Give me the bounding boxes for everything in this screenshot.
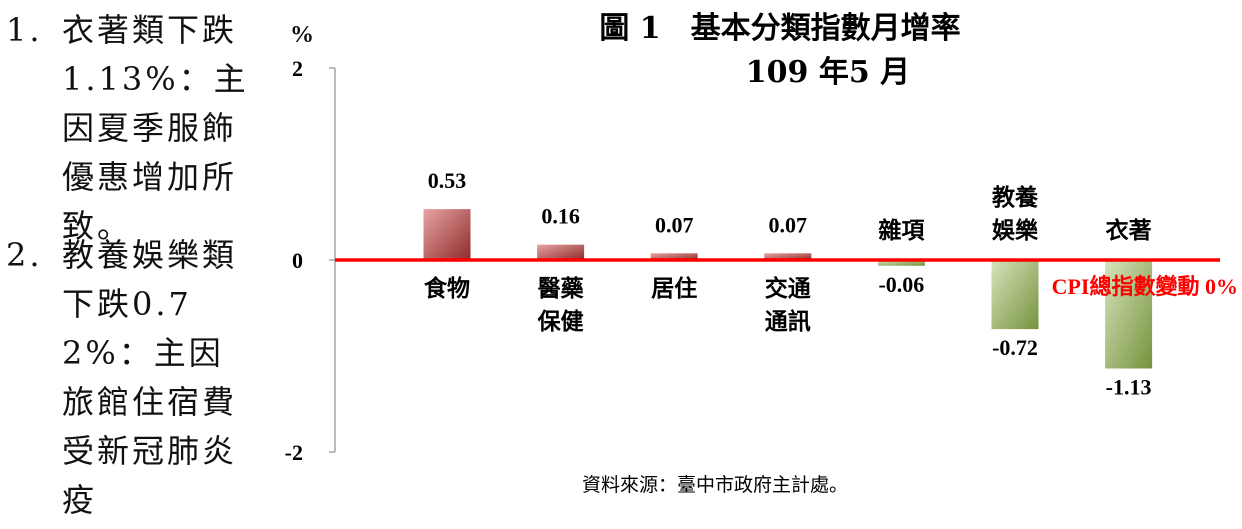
side-note-number: 2. <box>6 236 43 274</box>
data-label: 0.07 <box>655 212 694 237</box>
bar <box>877 260 925 266</box>
side-note-text: 衣著類下跌1.13%：主因夏季服飾優惠增加所致。 <box>62 11 249 245</box>
bar <box>991 260 1039 330</box>
y-tick-label: 0 <box>292 248 303 273</box>
chart-subtitle: 109 年5 月 <box>746 55 910 90</box>
data-label: -0.06 <box>878 272 924 297</box>
data-label: 0.16 <box>541 204 580 229</box>
data-label: -0.72 <box>992 335 1038 360</box>
category-label: 居住 <box>651 275 697 302</box>
category-label-line: 娛樂 <box>991 217 1039 244</box>
y-tick-label: 2 <box>292 56 303 81</box>
category-label-line: 雜項 <box>878 217 925 244</box>
y-axis: 2 0 -2 <box>285 56 336 465</box>
reference-line-group: CPI總指數變動 0% <box>335 258 1238 299</box>
category-label: 教養娛樂 <box>991 184 1039 244</box>
category-label: 雜項 <box>878 217 925 244</box>
data-label: -1.13 <box>1106 374 1152 399</box>
y-tick-label: -2 <box>285 440 303 465</box>
labels-group: 0.53 食物 0.16 醫藥保健 0.07 居住 0.07 交通通訊 -0.06 雜項 -0.72… <box>424 168 1152 399</box>
bar <box>650 253 698 260</box>
category-label: 食物 <box>424 275 470 302</box>
category-label-line: 食物 <box>424 275 470 302</box>
side-note-text: 教養娛樂類下跌0.72%：主因旅館住宿費受新冠肺炎疫 <box>62 236 238 519</box>
side-note-number: 1. <box>6 11 43 49</box>
y-axis-unit-label: % <box>290 22 314 48</box>
bar <box>764 253 812 260</box>
category-label-line: 交通 <box>765 275 811 302</box>
data-label: 0.53 <box>428 168 467 193</box>
source-note: 資料來源：臺中市政府主計處。 <box>582 474 848 496</box>
category-label-line: 通訊 <box>765 308 811 335</box>
bar <box>1105 260 1153 369</box>
chart-title: 圖 1 基本分類指數月增率 <box>599 11 960 46</box>
category-label-line: 保健 <box>537 308 584 335</box>
category-label-line: 教養 <box>992 184 1039 211</box>
category-label: 醫藥保健 <box>537 275 585 335</box>
bar <box>537 244 585 260</box>
bars-group <box>423 209 1153 369</box>
reference-line-label: CPI總指數變動 0% <box>1052 274 1238 299</box>
data-label: 0.07 <box>769 212 808 237</box>
category-label-line: 醫藥 <box>538 275 585 302</box>
category-label: 衣著 <box>1106 217 1152 244</box>
category-label-line: 衣著 <box>1106 217 1152 244</box>
category-label-line: 居住 <box>651 275 697 302</box>
category-label: 交通通訊 <box>765 275 811 335</box>
bar <box>423 209 471 260</box>
